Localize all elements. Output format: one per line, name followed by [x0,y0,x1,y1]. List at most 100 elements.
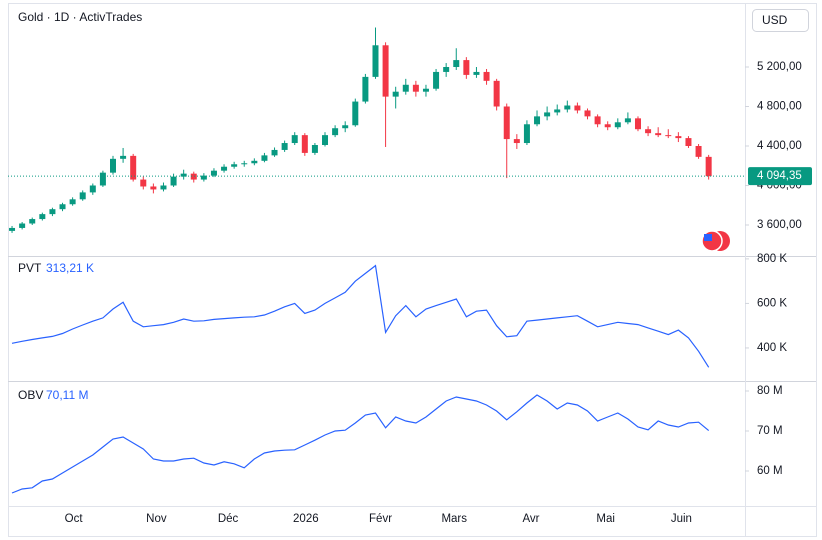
candle-body [190,173,197,180]
candle-body [332,128,339,136]
candle-body [210,170,217,176]
candle-body [645,129,652,134]
indicator-value: 70,11 M [46,388,88,402]
candle-body [271,149,278,156]
candle-body [301,135,308,153]
candle-body [79,192,86,200]
candle-body [675,136,682,139]
candle-body [99,172,106,186]
last-price-label: 4 094,35 [757,170,802,182]
candle-body [150,186,157,190]
candle-body [503,106,510,140]
x-tick-label: 2026 [293,513,319,525]
symbol-title: Gold · 1D · ActivTrades [18,10,142,24]
candle-body [463,60,470,75]
y-tick-label: 600 K [757,297,787,309]
y-tick-label: 60 M [757,465,783,477]
x-tick-label: Mars [441,513,467,525]
candle-body [513,139,520,144]
candle-body [564,105,571,110]
candle-body [574,105,581,111]
y-tick-label: 70 M [757,425,783,437]
candle-body [281,143,288,150]
x-tick-label: Déc [218,513,239,525]
y-tick-label: 4 400,00 [757,140,802,152]
candle-body [39,214,46,220]
candle-body [594,116,601,125]
candle-body [473,71,480,75]
candle-body [59,204,66,210]
candle-body [665,135,672,137]
candle-body [120,155,127,159]
candle-body [402,84,409,92]
candle-body [29,219,36,224]
indicator-value: 313,21 K [46,261,94,275]
candle-body [685,138,692,146]
candle-body [49,209,56,215]
flag-canton [704,234,712,241]
candle-body [604,124,611,128]
candle-body [200,175,207,180]
candle-body [231,164,238,167]
candle-body [493,80,500,107]
candle-body [422,88,429,92]
currency-button[interactable] [752,9,809,32]
candle-body [241,163,248,165]
indicator-name: OBV [18,388,43,402]
flag-icon[interactable] [701,230,730,252]
currency-label[interactable]: USD [762,13,788,27]
y-tick-label: 800 K [757,253,787,265]
candle-body [705,156,712,177]
candle-body [311,145,318,153]
candle-body [433,71,440,89]
candle-body [9,227,16,231]
y-tick-label: 3 600,00 [757,219,802,231]
indicator-name: PVT [18,261,42,275]
y-tick-label: 400 K [757,342,787,354]
x-tick-label: Mai [596,513,615,525]
candle-body [19,223,26,228]
candle-body [453,60,460,68]
candle-body [382,45,389,97]
x-tick-label: Nov [146,513,167,525]
candle-body [180,173,187,177]
candle-body [695,145,702,157]
candle-body [372,45,379,77]
frame [8,3,817,537]
candle-body [483,71,490,81]
x-tick-label: Févr [369,513,392,525]
candle-body [534,116,541,125]
candle-body [392,91,399,97]
candle-body [614,122,621,128]
candle-body [170,176,177,186]
candle-body [523,124,530,144]
candle-body [261,155,268,161]
candle-body [89,185,96,193]
indicator-line [11,394,710,494]
x-tick-label: Avr [522,513,539,525]
x-tick-label: Oct [65,513,84,525]
candle-body [251,160,258,164]
candle-body [352,101,359,126]
candle-body [362,76,369,102]
candle-body [291,135,298,144]
candle-body [69,199,76,205]
candle-body [342,125,349,129]
candle-body [160,185,167,190]
candle-body [140,179,147,187]
y-tick-label: 4 800,00 [757,101,802,113]
candle-body [443,67,450,72]
candle-body [412,84,419,92]
candle-body [634,118,641,130]
last-price-box [748,167,812,186]
y-tick-label: 80 M [757,385,783,397]
indicator-line [11,264,710,368]
candle-body [130,155,137,180]
candle-body [109,158,116,173]
y-tick-label: 5 200,00 [757,61,802,73]
x-tick-label: Juin [671,513,692,525]
candle-body [322,135,329,146]
candle-body [554,109,561,113]
candle-body [655,133,662,136]
